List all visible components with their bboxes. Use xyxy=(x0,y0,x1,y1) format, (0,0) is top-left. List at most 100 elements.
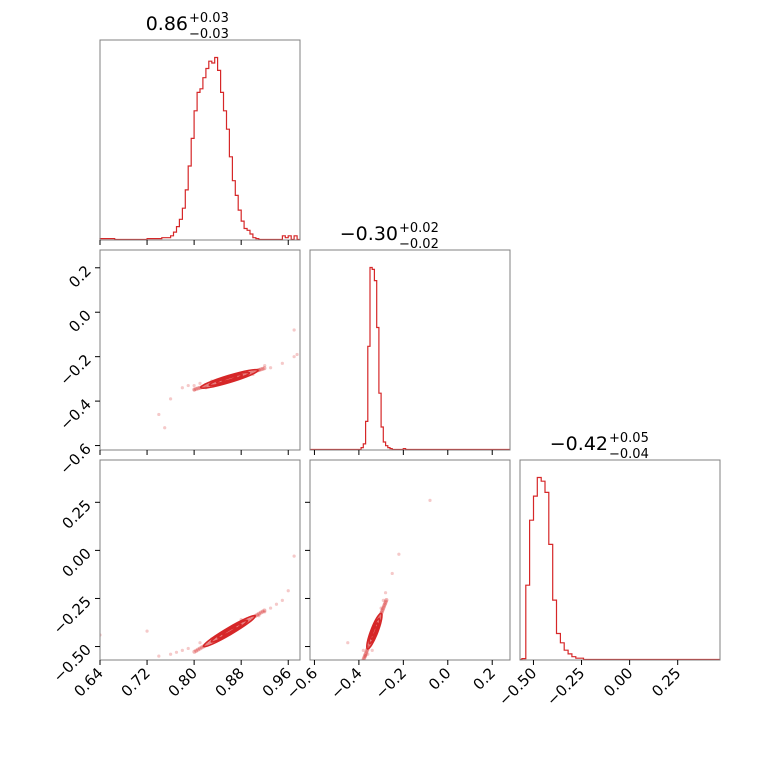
panel-background xyxy=(520,460,720,660)
sample-point xyxy=(157,654,161,658)
x-tick-label: 0.2 xyxy=(469,664,499,694)
sample-point xyxy=(255,612,260,617)
histogram-2 xyxy=(520,476,720,661)
sample-point xyxy=(380,607,385,612)
sample-point xyxy=(263,363,267,368)
title-minus: −0.04 xyxy=(609,447,649,462)
panel-frame xyxy=(519,459,721,661)
sample-point xyxy=(257,614,261,618)
sample-point xyxy=(274,602,279,606)
panel-frame xyxy=(309,459,511,661)
sample-point xyxy=(258,610,263,615)
sample-point xyxy=(260,366,265,371)
sample-point xyxy=(390,571,394,576)
density-contour xyxy=(366,612,383,650)
density-panel-0-2 xyxy=(100,554,296,658)
title-plus: +0.03 xyxy=(189,11,229,26)
x-tick-label: −0.2 xyxy=(372,664,410,702)
x-tick-label: −0.6 xyxy=(283,664,321,702)
density-contour xyxy=(222,626,237,636)
sample-point xyxy=(361,657,366,660)
sample-point xyxy=(192,388,196,392)
sample-point xyxy=(186,646,190,651)
panel-background xyxy=(310,250,510,450)
title-plus: +0.02 xyxy=(399,221,439,236)
sample-point xyxy=(192,649,197,654)
x-tick-label: 0.80 xyxy=(165,664,201,700)
panel-background xyxy=(100,250,300,450)
panel-frame xyxy=(309,249,511,451)
sample-point xyxy=(196,386,201,391)
sample-point xyxy=(362,655,367,660)
sample-point xyxy=(249,370,254,375)
panel-background xyxy=(310,460,510,660)
x-tick-label: −0.50 xyxy=(495,664,540,709)
x-tick-label: 0.88 xyxy=(212,664,248,700)
panel-frame xyxy=(99,39,301,241)
sample-point xyxy=(268,366,273,370)
sample-point xyxy=(258,367,263,372)
panel-title-2: −0.42 +0.05−0.04 xyxy=(550,431,649,462)
density-contour xyxy=(221,375,238,383)
sample-point xyxy=(192,383,196,388)
x-tick-label: 0.72 xyxy=(118,664,154,700)
title-value: −0.42 xyxy=(550,433,608,455)
sample-point xyxy=(381,605,386,610)
sample-point xyxy=(194,386,199,391)
sample-point xyxy=(204,383,209,388)
y-tick-label: −0.25 xyxy=(50,593,95,638)
panel-background xyxy=(100,40,300,240)
sample-point xyxy=(381,604,386,609)
sample-point xyxy=(380,609,385,614)
sample-point xyxy=(295,352,299,357)
sample-point xyxy=(379,606,383,610)
sample-point xyxy=(346,641,350,645)
sample-point xyxy=(280,598,284,602)
title-minus: −0.02 xyxy=(399,237,439,252)
sample-point xyxy=(197,646,202,651)
title-value: 0.86 xyxy=(146,13,188,35)
y-tick-label: −0.2 xyxy=(56,351,94,389)
sample-point xyxy=(363,652,368,657)
sample-point xyxy=(262,608,267,613)
density-panel-0-1 xyxy=(157,328,299,430)
sample-point xyxy=(196,647,201,652)
title-minus: −0.03 xyxy=(189,27,229,42)
y-tick-label: 0.2 xyxy=(65,262,95,292)
y-tick-label: 0.25 xyxy=(58,496,94,532)
panel-title-0: 0.86 +0.03−0.03 xyxy=(146,11,229,42)
sample-point xyxy=(263,610,267,614)
sample-point xyxy=(286,589,290,593)
panel-title-1: −0.30 +0.02−0.02 xyxy=(340,221,439,252)
sample-point xyxy=(381,598,385,602)
sample-point xyxy=(292,554,296,558)
sample-point xyxy=(145,629,149,633)
sample-point xyxy=(157,412,161,417)
sample-point xyxy=(180,648,184,652)
y-tick-label: 0.00 xyxy=(58,544,94,580)
sample-point xyxy=(192,387,197,392)
sample-point xyxy=(361,648,365,652)
density-contour xyxy=(199,368,259,389)
density-contour xyxy=(202,614,257,648)
sample-point xyxy=(364,649,369,654)
x-tick-label: 0.25 xyxy=(648,664,684,700)
sample-point xyxy=(370,648,374,652)
sample-point xyxy=(428,498,432,502)
sample-point xyxy=(366,652,370,656)
sample-point xyxy=(186,383,190,388)
sample-point xyxy=(174,650,179,654)
sample-point xyxy=(384,598,389,602)
sample-point xyxy=(257,611,262,616)
sample-point xyxy=(397,552,401,556)
density-panel-1-2 xyxy=(346,498,432,660)
sample-point xyxy=(383,591,388,595)
y-tick-label: 0.0 xyxy=(65,306,95,336)
density-contour xyxy=(371,625,378,637)
sample-point xyxy=(292,328,296,332)
sample-point xyxy=(198,381,202,385)
sample-point xyxy=(363,654,368,658)
sample-point xyxy=(262,366,267,371)
sample-point xyxy=(280,361,284,365)
